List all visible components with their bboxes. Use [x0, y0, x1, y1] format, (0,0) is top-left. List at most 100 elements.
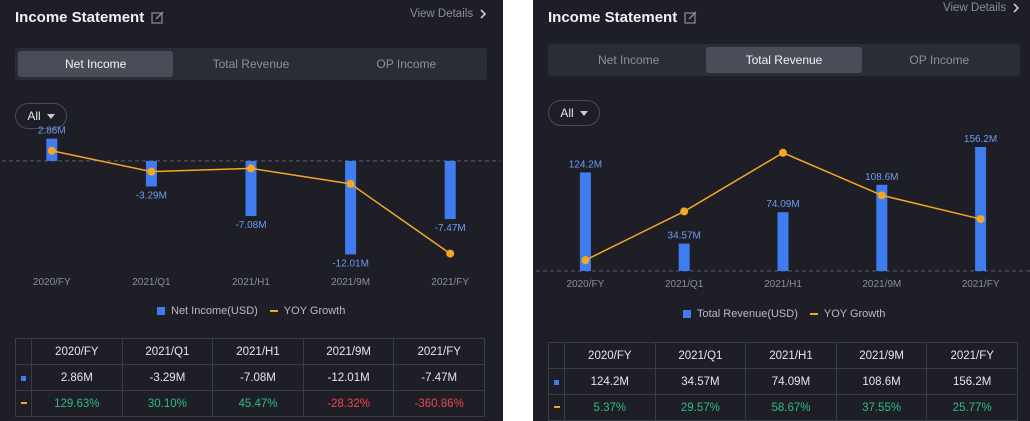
table-header-cell: 2020/FY	[31, 338, 123, 365]
bar-2020/FY[interactable]	[579, 172, 591, 271]
table-value-cell: -3.29M	[121, 364, 214, 391]
yoy-growth-point-2021/9M[interactable]	[346, 179, 355, 188]
legend-bar-swatch	[157, 307, 165, 315]
bar-value-label: 2.86M	[38, 126, 66, 137]
x-tick-label: 2021/FY	[962, 279, 1000, 290]
table-growth-cell: 45.47%	[212, 390, 304, 417]
income-statement-panel-total-revenue: Income Statement View Details Net Income…	[533, 0, 1030, 421]
bar-2021/FY[interactable]	[444, 160, 456, 220]
table-row-growth: 129.63% 30.10% 45.47% -28.32% -360.86%	[15, 390, 485, 417]
caret-down-icon	[579, 110, 588, 116]
tab-net-income[interactable]: Net Income	[597, 53, 660, 67]
period-filter-dropdown[interactable]: All	[548, 100, 600, 126]
table-growth-cell: -360.86%	[393, 390, 485, 417]
period-filter-value: All	[560, 106, 574, 120]
row-marker	[548, 368, 565, 395]
table-growth-cell: 30.10%	[121, 390, 214, 417]
table-value-cell: 124.2M	[564, 368, 656, 395]
table-value-cell: -12.01M	[302, 364, 395, 391]
yoy-growth-point-2021/9M[interactable]	[877, 191, 886, 200]
tab-total-revenue[interactable]: Total Revenue	[212, 57, 290, 71]
table-growth-cell: 29.57%	[654, 394, 747, 421]
table-value-cell: 74.09M	[745, 368, 837, 395]
table-growth-cell: 5.37%	[564, 394, 656, 421]
table-header-cell: 2021/FY	[393, 338, 485, 365]
period-filter-dropdown[interactable]: All	[15, 103, 67, 129]
table-growth-cell: 25.77%	[926, 394, 1018, 421]
x-tick-label: 2020/FY	[566, 279, 604, 290]
legend-line-swatch	[809, 313, 818, 315]
table-row-growth: 5.37% 29.57% 58.67% 37.55% 25.77%	[548, 394, 1018, 421]
table-value-cell: -7.08M	[212, 364, 304, 391]
income-data-table: 2020/FY 2021/Q1 2021/H1 2021/9M 2021/FY …	[548, 342, 1018, 421]
legend-line-swatch	[269, 310, 278, 312]
net-income-chart: 2.86M 2020/FY -3.29M 2021/Q1 -7.08M 2021/H1 -1…	[2, 126, 500, 288]
tab-op-income[interactable]: OP Income	[376, 57, 437, 71]
table-header-cell: 2021/9M	[302, 338, 395, 365]
tab-net-income[interactable]: Net Income	[18, 51, 174, 77]
bar-2021/H1[interactable]	[777, 212, 789, 271]
table-value-cell: 2.86M	[31, 364, 123, 391]
table-value-cell: 108.6M	[835, 368, 928, 395]
table-growth-cell: 129.63%	[31, 390, 123, 417]
legend-bar-swatch	[683, 310, 691, 318]
bar-2021/9M[interactable]	[876, 184, 888, 271]
view-details-link[interactable]: View Details	[943, 2, 1021, 14]
table-row-values: 124.2M 34.57M 74.09M 108.6M 156.2M	[548, 368, 1018, 395]
bar-value-label: -7.08M	[235, 220, 266, 231]
table-corner	[548, 342, 565, 369]
panel-header: Income Statement	[15, 6, 164, 28]
panel-header: Income Statement	[548, 6, 697, 28]
edit-icon[interactable]	[151, 11, 164, 24]
bar-value-label: 108.6M	[865, 172, 898, 183]
bar-value-label: -7.47M	[435, 223, 466, 234]
income-statement-panel-net-income: Income Statement View Details Net Income…	[0, 0, 503, 421]
tab-op-income[interactable]: OP Income	[909, 53, 970, 67]
legend-line-label: YOY Growth	[823, 308, 886, 320]
bar-2021/H1[interactable]	[245, 160, 257, 217]
view-details-label: View Details	[410, 8, 474, 20]
bar-2021/Q1[interactable]	[678, 243, 690, 271]
chevron-right-icon	[1013, 3, 1020, 13]
legend-line-label: YOY Growth	[283, 305, 346, 317]
income-data-table: 2020/FY 2021/Q1 2021/H1 2021/9M 2021/FY …	[15, 338, 485, 417]
total-revenue-chart: 124.2M 2020/FY 34.57M 2021/Q1 74.09M 2021/H1 1…	[536, 134, 1030, 290]
line-marker-icon	[553, 406, 560, 409]
legend-bar-label: Net Income(USD)	[171, 305, 258, 317]
yoy-growth-point-2021/FY[interactable]	[976, 215, 985, 224]
table-value-cell: 34.57M	[654, 368, 747, 395]
yoy-growth-point-2021/H1[interactable]	[779, 148, 787, 157]
x-tick-label: 2021/FY	[431, 277, 469, 288]
bar-value-label: 74.09M	[766, 199, 799, 210]
bar-value-label: -3.29M	[136, 191, 167, 202]
edit-icon[interactable]	[684, 11, 697, 24]
table-header-cell: 2021/FY	[926, 342, 1018, 369]
yoy-growth-point-2021/Q1[interactable]	[680, 207, 689, 216]
row-marker	[548, 394, 565, 421]
tab-total-revenue[interactable]: Total Revenue	[706, 47, 862, 73]
bar-2021/9M[interactable]	[345, 160, 357, 255]
table-header-row: 2020/FY 2021/Q1 2021/H1 2021/9M 2021/FY	[15, 338, 485, 365]
yoy-growth-point-2021/Q1[interactable]	[147, 167, 156, 176]
yoy-growth-point-2020/FY[interactable]	[581, 256, 590, 265]
view-details-label: View Details	[943, 2, 1007, 14]
table-header-cell: 2021/9M	[835, 342, 928, 369]
row-marker	[15, 364, 32, 391]
row-marker	[15, 390, 32, 417]
view-details-link[interactable]: View Details	[410, 8, 488, 20]
caret-down-icon	[46, 113, 55, 119]
x-tick-label: 2021/9M	[331, 277, 370, 288]
yoy-growth-point-2021/FY[interactable]	[446, 249, 455, 258]
bar-marker-icon	[21, 375, 26, 381]
table-corner	[15, 338, 32, 365]
x-tick-label: 2020/FY	[33, 277, 71, 288]
yoy-growth-point-2020/FY[interactable]	[47, 146, 56, 155]
table-growth-cell: 37.55%	[835, 394, 928, 421]
table-value-cell: 156.2M	[926, 368, 1018, 395]
yoy-growth-point-2021/H1[interactable]	[247, 164, 255, 173]
chevron-right-icon	[480, 9, 487, 19]
metric-tabs: Net Income Total Revenue OP Income	[15, 48, 487, 80]
bar-2021/FY[interactable]	[975, 146, 987, 271]
chart-legend: Total Revenue(USD) YOY Growth	[683, 308, 885, 320]
table-header-row: 2020/FY 2021/Q1 2021/H1 2021/9M 2021/FY	[548, 342, 1018, 369]
